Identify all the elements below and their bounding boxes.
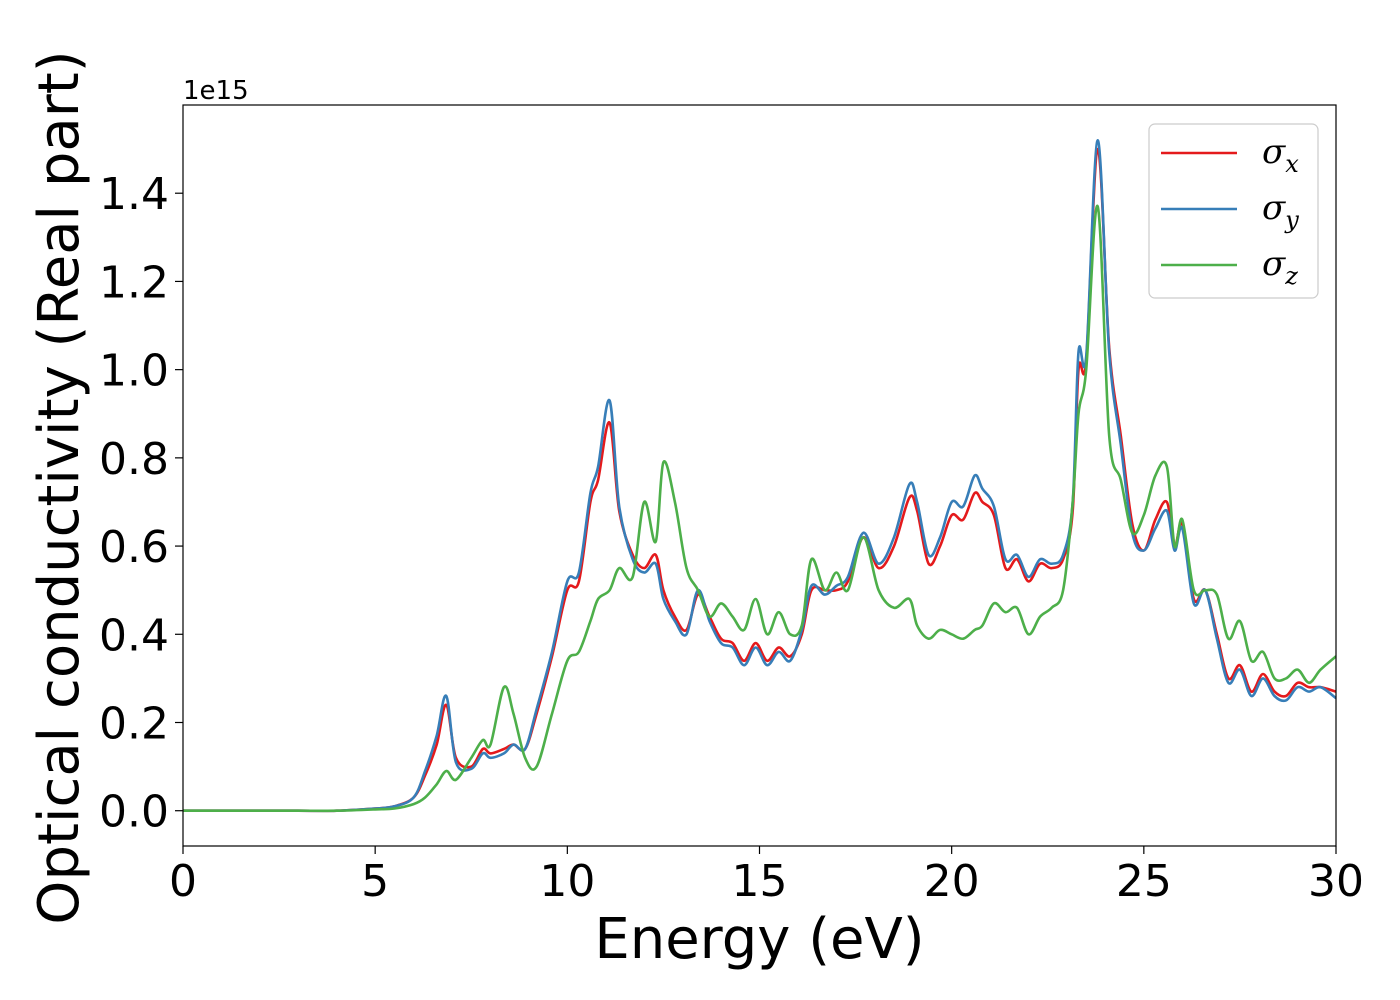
- series-line-y: [183, 138, 1336, 813]
- y-axis-offset-label: 1e15: [183, 76, 249, 106]
- series-line-z: [183, 204, 1336, 813]
- x-axis: 0 5 10 15 20 25 30: [169, 846, 1364, 907]
- x-tick-label: 0: [169, 856, 197, 907]
- x-axis-title: Energy (eV): [594, 907, 924, 972]
- legend-box: [1148, 123, 1319, 299]
- x-tick-label: 15: [732, 856, 788, 907]
- y-tick-label: 0.2: [99, 699, 169, 750]
- legend-label-z: σz: [1262, 244, 1298, 290]
- legend-label-y: σy: [1262, 188, 1299, 234]
- legend: σx σy σz: [1148, 123, 1319, 299]
- y-tick-label: 0.6: [99, 522, 169, 573]
- y-tick-label: 0.4: [99, 610, 169, 661]
- y-axis: 0.0 0.2 0.4 0.6 0.8 1.0 1.2 1.4: [99, 169, 183, 838]
- x-tick-label: 10: [539, 856, 595, 907]
- x-tick-label: 30: [1308, 856, 1364, 907]
- x-tick-label: 25: [1116, 856, 1172, 907]
- y-tick-label: 1.4: [99, 169, 169, 220]
- y-tick-label: 1.0: [99, 346, 169, 397]
- series-line-x: [183, 147, 1336, 813]
- y-axis-title: Optical conductivity (Real part): [27, 50, 92, 924]
- x-tick-label: 5: [361, 856, 389, 907]
- legend-label-x: σx: [1262, 132, 1299, 178]
- plot-area: [183, 138, 1336, 813]
- x-tick-label: 20: [924, 856, 980, 907]
- y-tick-label: 1.2: [99, 257, 169, 308]
- y-tick-label: 0.0: [99, 787, 169, 838]
- y-tick-label: 0.8: [99, 434, 169, 485]
